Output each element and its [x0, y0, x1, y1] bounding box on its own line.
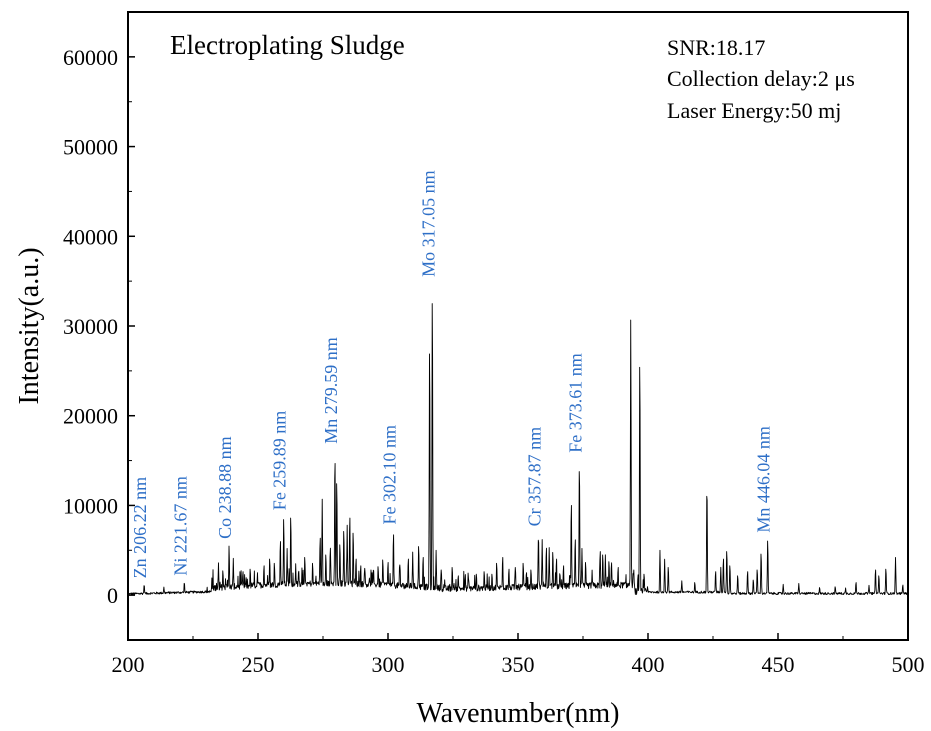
x-tick-label: 200 — [112, 652, 145, 677]
y-tick-label: 0 — [107, 583, 118, 608]
x-tick-label: 400 — [632, 652, 665, 677]
plot-title: Electroplating Sludge — [170, 30, 405, 60]
y-tick-label: 50000 — [63, 135, 118, 160]
y-tick-label: 60000 — [63, 45, 118, 70]
y-axis-title: Intensity(a.u.) — [14, 247, 45, 404]
x-tick-label: 250 — [242, 652, 275, 677]
peak-label: Co 238.88 nm — [215, 436, 235, 539]
peak-labels: Zn 206.22 nm Ni 221.67 nm Co 238.88 nm Fe 2… — [130, 170, 774, 578]
x-axis-title: Wavenumber(nm) — [417, 698, 620, 729]
x-tick-label: 500 — [892, 652, 925, 677]
peak-label: Cr 357.87 nm — [524, 427, 544, 527]
y-tick-label: 10000 — [63, 493, 118, 518]
y-tick-label: 30000 — [63, 314, 118, 339]
x-tick-label: 350 — [502, 652, 535, 677]
x-axis-ticks: 200 250 300 350 400 450 500 — [112, 633, 925, 677]
y-tick-label: 40000 — [63, 224, 118, 249]
info-laser-energy: Laser Energy:50 mj — [667, 98, 841, 123]
y-tick-label: 20000 — [63, 404, 118, 429]
peak-label: Mn 279.59 nm — [321, 337, 341, 444]
peak-label: Zn 206.22 nm — [130, 477, 150, 579]
peak-label: Mn 446.04 nm — [754, 426, 774, 533]
peak-label: Mo 317.05 nm — [418, 170, 438, 277]
info-snr: SNR:18.17 — [667, 35, 765, 60]
peak-label: Fe 302.10 nm — [379, 425, 399, 525]
y-axis-ticks: 0 10000 20000 30000 40000 50000 60000 — [63, 45, 135, 641]
peak-label: Ni 221.67 nm — [170, 476, 190, 576]
spectrum-line — [127, 303, 909, 596]
x-tick-label: 450 — [762, 652, 795, 677]
x-tick-label: 300 — [372, 652, 405, 677]
peak-label: Fe 259.89 nm — [270, 411, 290, 511]
peak-label: Fe 373.61 nm — [565, 353, 585, 453]
info-collection-delay: Collection delay:2 μs — [667, 66, 855, 91]
